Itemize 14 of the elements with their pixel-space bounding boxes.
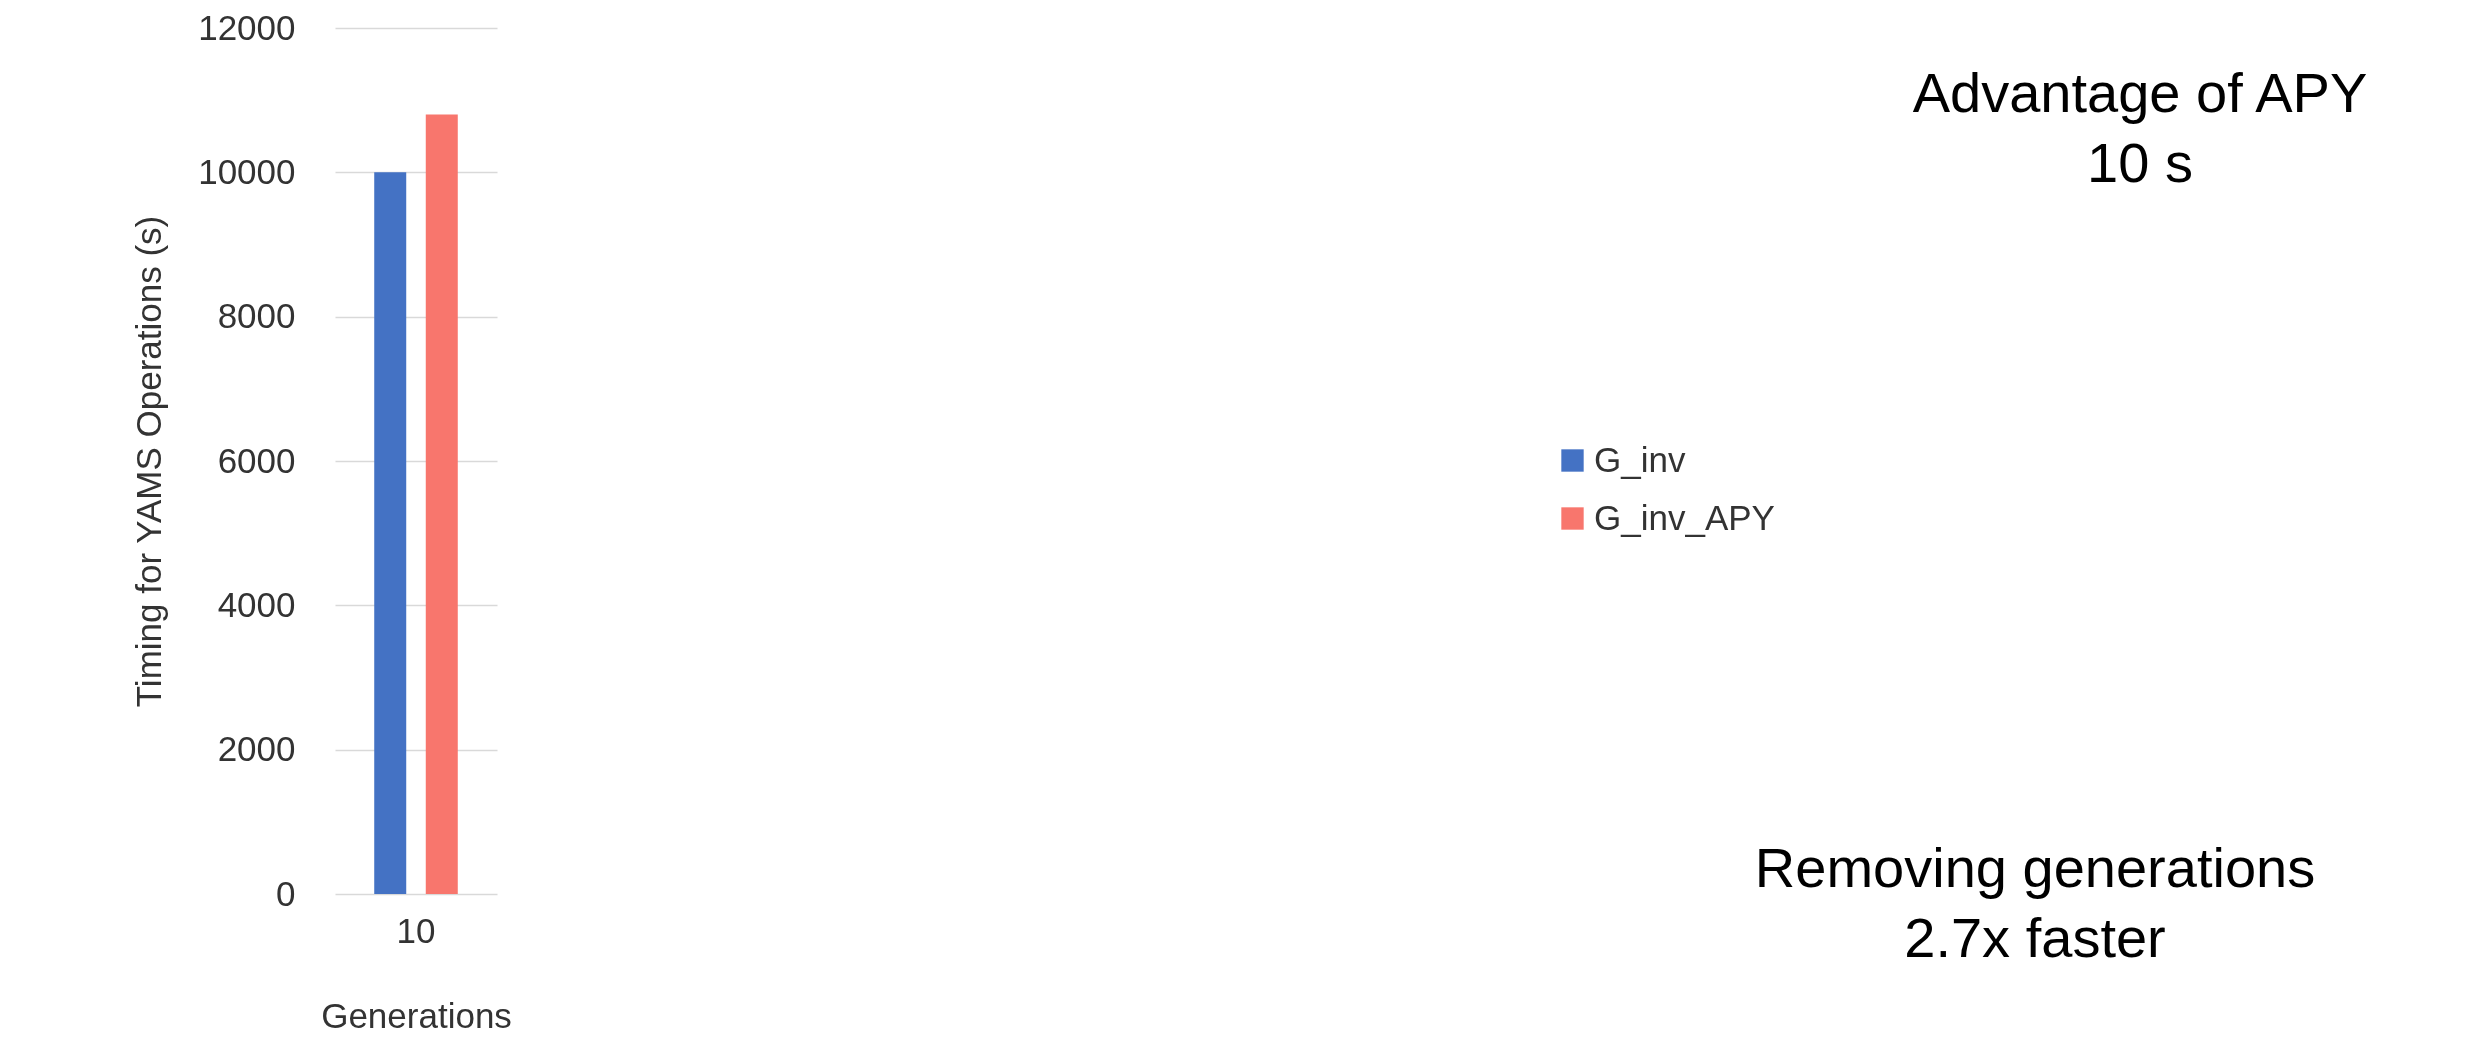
y-tick-label: 2000 [217, 729, 296, 769]
y-tick-label: 4000 [217, 584, 296, 624]
text: Advantage of APY 10 s [1912, 61, 2368, 194]
legend-label: G_inv [1594, 439, 1686, 479]
y-axis-title: Timing for YAMS Operations (s) [129, 215, 169, 708]
x-tick-label: 10 [396, 910, 436, 950]
y-tick-label: 12000 [198, 7, 296, 47]
legend-label: G_inv_APY [1594, 497, 1775, 537]
y-tick-label: 6000 [217, 440, 296, 480]
y-tick-label: 0 [276, 873, 296, 913]
y-tick-label: 10000 [198, 151, 296, 191]
y-tick-label: 8000 [217, 296, 296, 336]
x-axis-title: Generations [321, 995, 512, 1035]
text: Removing generations 2.7x faster [1754, 836, 2316, 969]
